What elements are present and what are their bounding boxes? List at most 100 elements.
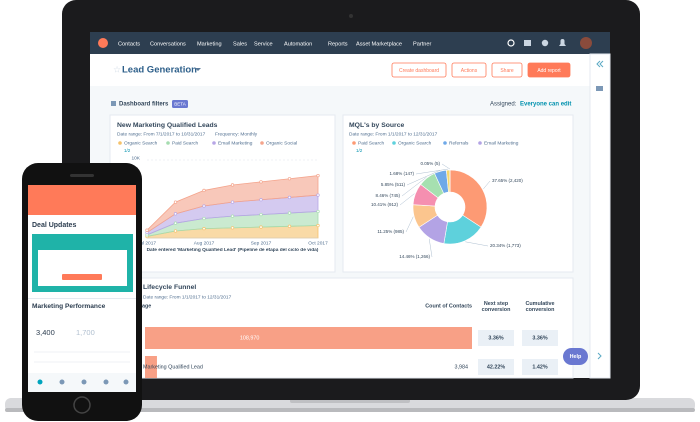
leader-line bbox=[483, 180, 491, 190]
legend-label[interactable]: Organic Search bbox=[124, 140, 158, 146]
data-label: 108,970 bbox=[240, 335, 260, 341]
section-title: Marketing Performance bbox=[32, 303, 106, 310]
marketplace-icon[interactable] bbox=[524, 40, 531, 46]
tab-icon[interactable] bbox=[37, 379, 43, 385]
avatar[interactable] bbox=[580, 37, 592, 49]
conversion: 1.42% bbox=[532, 364, 547, 370]
nav-item[interactable]: Automation bbox=[284, 41, 312, 47]
conversion-cell bbox=[478, 330, 514, 346]
favorite-star[interactable]: ☆ bbox=[113, 64, 121, 74]
legend-label[interactable]: Paid Search bbox=[358, 140, 384, 146]
conversion-cell bbox=[522, 359, 558, 375]
data-label: 3,984 bbox=[455, 364, 469, 370]
header-button[interactable] bbox=[391, 62, 447, 78]
conversion: 3.36% bbox=[488, 335, 503, 341]
point bbox=[202, 204, 206, 208]
nav-item[interactable]: Partner bbox=[413, 41, 431, 47]
deal-card-body bbox=[38, 250, 127, 286]
header-button-label[interactable]: Add report bbox=[537, 68, 561, 74]
legend-label[interactable]: Paid Search bbox=[172, 140, 198, 146]
header-button-label[interactable]: Share bbox=[500, 68, 514, 74]
filters-label[interactable]: Dashboard filters bbox=[119, 102, 169, 108]
column-header-box: Next step conversion bbox=[481, 301, 511, 314]
card-title: Lifecycle Funnel bbox=[143, 284, 196, 291]
legend-label[interactable]: Email Marketing bbox=[218, 140, 253, 146]
laptop-base-edge bbox=[5, 408, 695, 412]
header-button[interactable] bbox=[491, 62, 523, 78]
tab-icon[interactable] bbox=[59, 379, 65, 385]
data-label: 20.34% (1,773) bbox=[490, 243, 521, 248]
column-header: Count of Contacts bbox=[425, 303, 472, 309]
search-icon[interactable] bbox=[507, 39, 515, 47]
stage-label: Marketing Qualified Lead bbox=[143, 364, 203, 370]
collapse-icon[interactable] bbox=[596, 60, 604, 68]
dropdown-caret[interactable] bbox=[195, 68, 201, 71]
home-button[interactable] bbox=[73, 396, 91, 414]
tab-icon[interactable] bbox=[123, 379, 129, 385]
notifications-icon[interactable] bbox=[559, 39, 566, 46]
header-button[interactable] bbox=[451, 62, 487, 78]
point bbox=[259, 212, 263, 217]
deal-card-button[interactable] bbox=[62, 274, 102, 280]
legend-label[interactable]: Referrals bbox=[449, 140, 469, 146]
help-label[interactable]: Help bbox=[570, 354, 582, 360]
point bbox=[316, 173, 320, 178]
tab-icon[interactable] bbox=[81, 379, 87, 385]
conversion: 42.22% bbox=[487, 364, 505, 370]
tab-icon[interactable] bbox=[103, 379, 109, 385]
legend-label[interactable]: Email Marketing bbox=[484, 140, 519, 146]
nav-item[interactable]: Reports bbox=[328, 41, 348, 47]
assigned-value[interactable]: Everyone can edit bbox=[520, 102, 571, 108]
column-header: Next step conversion bbox=[481, 301, 511, 314]
leader-line bbox=[405, 216, 414, 233]
leader-line bbox=[406, 170, 441, 186]
header-button-label[interactable]: Actions bbox=[461, 68, 478, 74]
header-button[interactable] bbox=[527, 62, 571, 78]
help-button[interactable] bbox=[563, 348, 588, 365]
nav-item[interactable]: Service bbox=[254, 41, 273, 47]
date-range: Date range: From 7/1/2017 to 10/31/2017 bbox=[117, 131, 206, 137]
point bbox=[316, 209, 320, 214]
nav-item[interactable]: Asset Marketplace bbox=[356, 41, 402, 47]
legend-swatch bbox=[478, 141, 482, 145]
nav-item[interactable]: Sales bbox=[233, 41, 247, 47]
legend-label[interactable]: Organic Social bbox=[266, 140, 297, 146]
x-axis-title-box: Date entered 'Marketing Qualified Lead' … bbox=[147, 248, 319, 253]
conversion-cell bbox=[478, 359, 514, 375]
conversion: 3.36% bbox=[532, 335, 547, 341]
point bbox=[316, 193, 320, 197]
divider bbox=[28, 298, 136, 299]
data-label: 10.41% (912) bbox=[371, 202, 399, 207]
point bbox=[230, 214, 235, 218]
nav-item[interactable]: Contacts bbox=[118, 41, 140, 47]
data-label: 1.68% (147) bbox=[389, 171, 414, 176]
chat-icon[interactable] bbox=[596, 86, 603, 91]
phone: Deal Updates Marketing Performance 3,400 1,… bbox=[22, 163, 142, 421]
legend-swatch bbox=[352, 141, 356, 145]
pager[interactable]: 1/2 bbox=[356, 148, 363, 153]
nav-bar bbox=[90, 32, 610, 54]
data-label: 5.85% (511) bbox=[381, 182, 406, 187]
settings-icon[interactable] bbox=[541, 39, 549, 47]
donut-slice[interactable] bbox=[449, 169, 488, 228]
point bbox=[230, 200, 235, 204]
legend-swatch bbox=[443, 141, 447, 145]
legend-label[interactable]: Organic Search bbox=[398, 140, 432, 146]
point bbox=[287, 177, 292, 181]
point bbox=[287, 224, 292, 228]
nav-item[interactable]: Marketing bbox=[197, 41, 222, 47]
camera bbox=[349, 14, 353, 18]
dashboard-title[interactable]: Lead Generation bbox=[122, 65, 197, 76]
header-button-label[interactable]: Create dashboard bbox=[399, 68, 439, 74]
leader-line bbox=[429, 238, 433, 258]
nav-item[interactable]: Conversations bbox=[150, 41, 186, 47]
point bbox=[173, 229, 178, 233]
logo[interactable] bbox=[98, 38, 108, 48]
legend-swatch bbox=[212, 141, 216, 145]
expand-icon[interactable] bbox=[597, 352, 602, 360]
legend-swatch bbox=[118, 141, 122, 145]
pager[interactable]: 1/2 bbox=[124, 148, 131, 153]
date-range: Date range: From 1/1/2017 to 12/31/2017 bbox=[143, 294, 232, 300]
